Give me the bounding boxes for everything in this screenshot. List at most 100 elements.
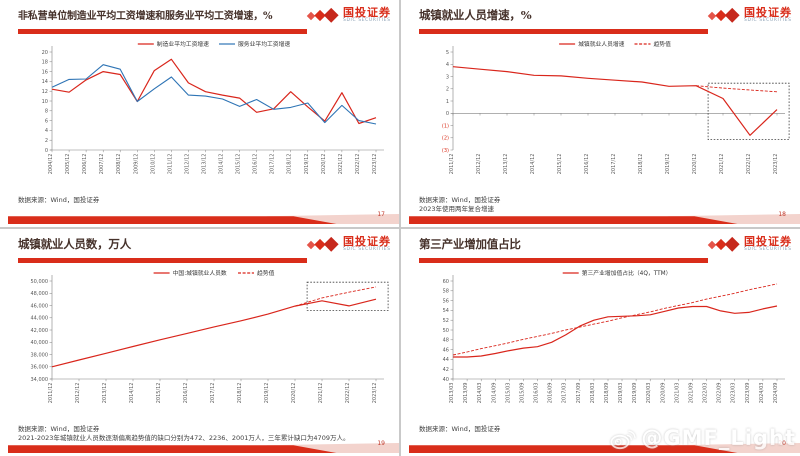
svg-text:2016/03: 2016/03 [534,383,540,404]
svg-text:2022/03: 2022/03 [703,383,709,404]
source-line: 数据来源：Wind，国投证券 [18,425,100,433]
sdic-logo: 国投证券 SDIC SECURITIES [707,235,792,253]
chart-employment-growth: 5 4 3 2 1 0 (1) (2) (3)2011/12 2012/12 2013/12 2014… [442,40,790,175]
svg-text:2011/12: 2011/12 [449,154,455,175]
logo-subtitle: SDIC SECURITIES [744,17,792,23]
svg-text:2009/12: 2009/12 [133,154,139,175]
page-number: 17 [377,211,385,218]
svg-text:2013/12: 2013/12 [202,154,208,175]
svg-text:2022/12: 2022/12 [746,154,752,175]
slide-tertiary-share: 第三产业增加值占比 国投证券 SDIC SECURITIES 60 58 56 54 5… [401,229,800,456]
svg-text:2023/12: 2023/12 [773,154,779,175]
logo-subtitle: SDIC SECURITIES [744,246,792,252]
svg-text:2013/12: 2013/12 [102,383,108,404]
svg-text:2018/09: 2018/09 [604,383,610,404]
chart-employment-count: 50,000 48,000 46,000 44,000 42,000 40,000 38,0… [31,269,389,404]
svg-text:2024/03: 2024/03 [759,383,765,404]
source-note: 数据来源：Wind，国投证券 [18,196,389,205]
svg-text:2014/12: 2014/12 [129,383,135,404]
svg-text:2012/12: 2012/12 [184,154,190,175]
svg-text:2023/03: 2023/03 [731,383,737,404]
svg-text:4: 4 [45,128,48,134]
svg-text:36,000: 36,000 [31,365,49,371]
svg-text:第三产业增加值占比（4Q，TTM）: 第三产业增加值占比（4Q，TTM） [582,269,672,277]
svg-text:趋势值: 趋势值 [654,40,672,48]
svg-text:中国:城镇就业人员数: 中国:城镇就业人员数 [173,269,227,277]
svg-text:10: 10 [42,99,48,105]
svg-text:2018/03: 2018/03 [590,383,596,404]
svg-text:0: 0 [446,111,449,117]
svg-text:2023/12: 2023/12 [372,383,378,404]
logo-text: 国投证券 SDIC SECURITIES [343,7,391,24]
ribbon-red-bar [409,445,738,453]
footer-ribbon [409,443,800,453]
svg-text:60: 60 [443,279,449,285]
svg-text:2020/12: 2020/12 [321,154,327,175]
svg-text:2015/12: 2015/12 [236,154,242,175]
source-line: 数据来源：Wind，国投证券 [419,425,501,433]
svg-text:2020/12: 2020/12 [291,383,297,404]
svg-text:2020/12: 2020/12 [692,154,698,175]
svg-text:2019/09: 2019/09 [632,383,638,404]
title-underline-bar [18,29,307,34]
logo-name: 国投证券 [343,5,391,19]
footer-ribbon [8,214,399,224]
svg-text:58: 58 [443,289,449,295]
svg-text:12: 12 [42,89,48,95]
note-line: 2021-2023年城镇就业人员数逐渐偏离趋势值的缺口分别为472、2236、2… [18,433,350,442]
svg-text:42: 42 [443,367,449,373]
slide-wage-growth: 非私营单位制造业平均工资增速和服务业平均工资增速，% 国投证券 SDIC SEC… [0,0,399,227]
title-underline-bar [18,258,307,263]
svg-text:2019/12: 2019/12 [304,154,310,175]
logo-text: 国投证券 SDIC SECURITIES [744,236,792,253]
svg-text:2004/12: 2004/12 [48,154,54,175]
svg-text:16: 16 [42,69,48,75]
ribbon-pink-wedge [266,214,399,224]
source-line: 数据来源：Wind，国投证券 [419,196,501,204]
page-title: 第三产业增加值占比 [419,237,521,251]
ribbon-pink-wedge [667,443,800,453]
logo-diamonds-icon [306,236,339,252]
svg-text:2017/12: 2017/12 [611,154,617,175]
svg-text:54: 54 [443,308,449,314]
footer-ribbon [409,214,800,224]
svg-text:2018/12: 2018/12 [638,154,644,175]
page-title: 城镇就业人员增速，% [419,8,532,22]
logo-diamonds-icon [707,7,740,23]
svg-text:2007/12: 2007/12 [99,154,105,175]
svg-text:(1): (1) [442,123,449,129]
slide-employment-count: 城镇就业人员数，万人 国投证券 SDIC SECURITIES 50,000 48… [0,229,399,456]
svg-text:2024/09: 2024/09 [773,383,779,404]
svg-text:2006/12: 2006/12 [82,154,88,175]
svg-text:2013/12: 2013/12 [503,154,509,175]
logo-text: 国投证券 SDIC SECURITIES [343,236,391,253]
source-line: 数据来源：Wind，国投证券 [18,196,100,204]
svg-text:2014/03: 2014/03 [477,383,483,404]
svg-text:52: 52 [443,318,449,324]
ribbon-red-bar [409,216,738,224]
logo-name: 国投证券 [744,234,792,248]
ribbon-pink-wedge [266,443,399,453]
slide-employment-growth: 城镇就业人员增速，% 国投证券 SDIC SECURITIES 5 4 3 2 1 0 (1… [401,0,800,227]
svg-text:4: 4 [446,62,449,68]
svg-text:趋势值: 趋势值 [257,269,275,277]
svg-text:2: 2 [45,138,48,144]
svg-text:46,000: 46,000 [31,303,49,309]
svg-text:2013/09: 2013/09 [463,383,469,404]
svg-text:2020/03: 2020/03 [646,383,652,404]
svg-text:2015/09: 2015/09 [519,383,525,404]
svg-text:0: 0 [45,148,48,154]
svg-text:42,000: 42,000 [31,328,49,334]
svg-text:8: 8 [45,109,48,115]
svg-text:40: 40 [443,377,449,383]
svg-text:2005/12: 2005/12 [65,154,71,175]
logo-diamonds-icon [306,7,339,23]
svg-text:2017/12: 2017/12 [210,383,216,404]
svg-text:2017/09: 2017/09 [576,383,582,404]
svg-text:2008/12: 2008/12 [116,154,122,175]
page-number: 18 [778,211,786,218]
svg-text:2: 2 [446,87,449,93]
note-line: 2023年使用两年复合增速 [419,204,495,213]
svg-text:(3): (3) [442,148,449,154]
